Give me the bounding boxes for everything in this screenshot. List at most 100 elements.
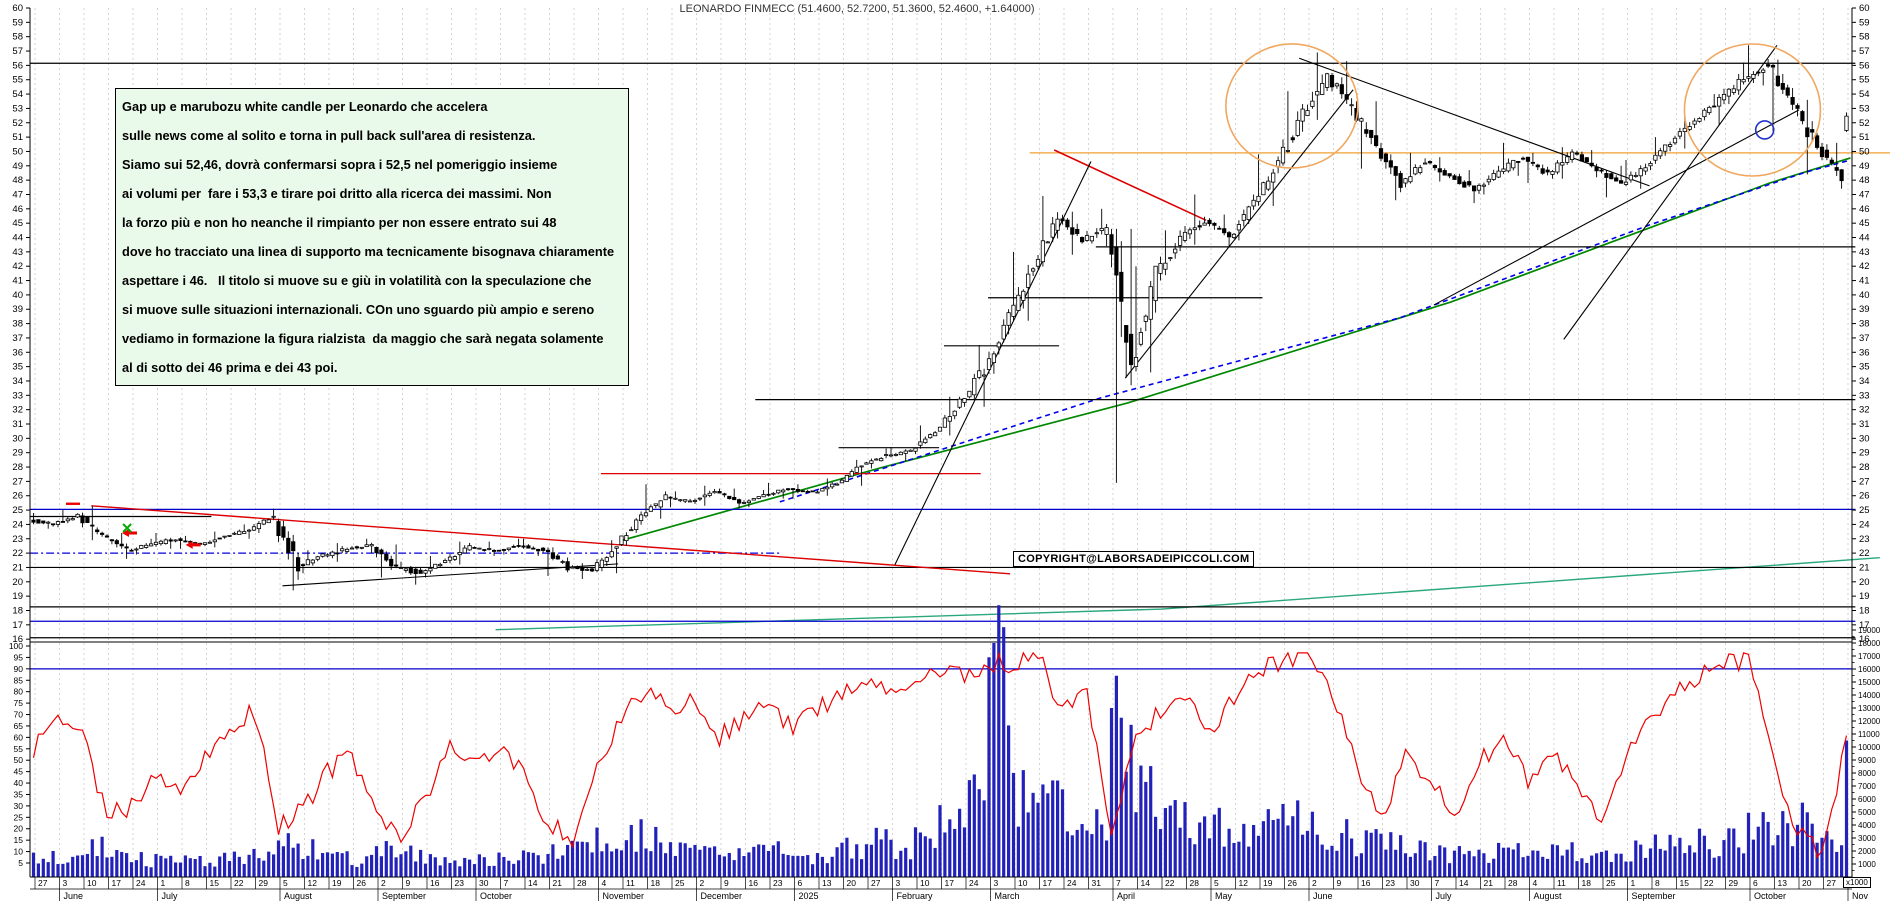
volume-bar — [649, 851, 653, 877]
volume-bar — [1497, 842, 1501, 877]
volume-bar — [227, 861, 232, 877]
volume-bar — [1320, 844, 1324, 877]
volume-bar — [889, 839, 893, 877]
week-day-label: 23 — [1386, 878, 1396, 888]
volume-bar — [76, 855, 80, 877]
week-day-label: 6 — [1753, 878, 1758, 888]
price-tick-label: 36 — [12, 347, 23, 358]
volume-bar — [1217, 807, 1221, 877]
volume-bar — [286, 833, 290, 877]
volume-bar — [1668, 834, 1672, 877]
candle — [893, 454, 899, 456]
volume-bar — [164, 858, 168, 877]
trendline — [1053, 149, 1207, 222]
volume-bar — [1595, 853, 1599, 877]
volume-bar — [1065, 831, 1069, 877]
volume-bar — [762, 844, 766, 877]
month-label: March — [995, 891, 1020, 901]
price-tick-label: 45 — [1859, 218, 1870, 229]
week-day-label: 19 — [332, 878, 342, 888]
candle — [325, 554, 330, 557]
volume-bar — [997, 605, 1001, 877]
candle — [996, 342, 1001, 348]
volume-bar — [301, 859, 305, 877]
price-tick-label: 23 — [12, 534, 23, 545]
volume-bar — [443, 857, 447, 877]
volume-bar — [664, 853, 668, 877]
candle — [1570, 151, 1575, 161]
volume-bar — [575, 841, 579, 877]
volume-bar — [1345, 819, 1349, 877]
week-day-label: 17 — [112, 878, 122, 888]
volume-bar — [713, 846, 717, 877]
volume-bar — [1634, 840, 1638, 877]
volume-bar — [1016, 826, 1020, 877]
volume-bar — [129, 862, 134, 877]
candle — [648, 506, 654, 512]
volume-tick-label: 18000 — [1858, 639, 1881, 648]
candle — [129, 549, 134, 552]
week-day-label: 10 — [87, 878, 97, 888]
candle — [1770, 64, 1776, 68]
week-day-label: 22 — [234, 878, 244, 888]
candle — [65, 518, 70, 522]
volume-bar — [291, 847, 295, 877]
price-tick-label: 25 — [1859, 505, 1870, 516]
week-day-label: 13 — [822, 878, 832, 888]
volume-bar — [928, 838, 932, 877]
volume-bar — [71, 856, 75, 877]
volume-bar — [502, 856, 506, 877]
candle — [1050, 223, 1055, 238]
oscillator-tick-label: 100 — [9, 641, 23, 651]
candle — [1810, 129, 1815, 133]
green-ma — [620, 157, 1851, 542]
candle — [222, 535, 227, 538]
week-day-label: 22 — [1165, 878, 1175, 888]
candle — [1746, 76, 1751, 79]
highlight-circle — [1225, 43, 1359, 169]
week-day-label: 25 — [675, 878, 685, 888]
volume-bar — [869, 844, 873, 877]
candle — [1016, 294, 1021, 311]
price-tick-label: 58 — [1859, 32, 1870, 43]
candle — [1334, 83, 1339, 87]
volume-bar — [987, 657, 991, 877]
volume-tick-label: 4000 — [1858, 821, 1876, 830]
volume-bar — [1374, 829, 1378, 877]
volume-bar — [1644, 857, 1648, 877]
candle — [202, 542, 208, 545]
volume-bar — [409, 845, 413, 877]
price-tick-label: 48 — [1859, 175, 1870, 186]
volume-bar — [943, 832, 947, 877]
candle — [585, 568, 590, 571]
candle — [183, 540, 188, 543]
candle — [1628, 174, 1633, 181]
oscillator-tick-label: 5 — [18, 858, 23, 868]
candle — [888, 454, 894, 457]
candle — [359, 546, 364, 549]
candle — [751, 498, 756, 501]
candle — [683, 499, 688, 502]
volume-bar — [615, 848, 619, 877]
candle — [972, 378, 977, 396]
volume-bar — [1629, 861, 1633, 877]
candle — [1530, 161, 1535, 164]
candle — [1550, 170, 1555, 175]
volume-bar — [634, 851, 638, 877]
candle — [1393, 166, 1398, 176]
candle — [1378, 148, 1384, 159]
volume-bar — [551, 844, 555, 877]
volume-bar — [360, 863, 364, 877]
candle — [1168, 257, 1173, 260]
volume-bar — [428, 854, 432, 877]
candle — [874, 458, 879, 461]
candle — [1702, 109, 1707, 118]
candle — [1246, 206, 1251, 221]
volume-tick-label: 7000 — [1858, 782, 1876, 791]
candle — [1408, 176, 1413, 183]
volume-bar — [1844, 740, 1849, 877]
candle — [908, 449, 913, 452]
candle — [898, 451, 903, 456]
volume-bar — [595, 827, 599, 877]
